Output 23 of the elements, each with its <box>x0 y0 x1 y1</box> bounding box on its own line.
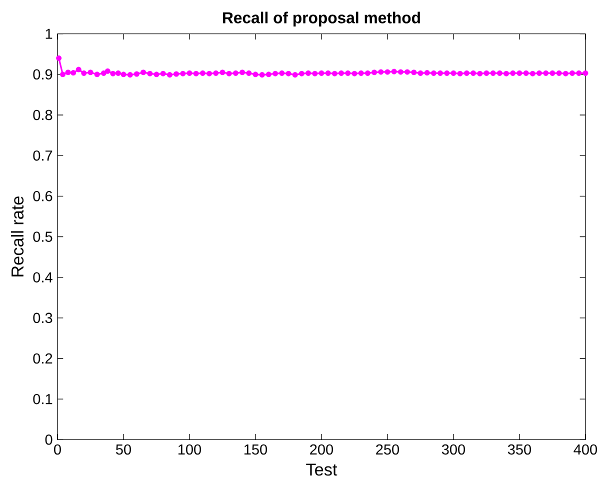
y-tick-label: 0.6 <box>33 191 52 202</box>
y-tick-label: 1 <box>46 28 52 39</box>
y-tick-label: 0.2 <box>33 353 52 364</box>
y-tick-label: 0.5 <box>33 232 52 242</box>
x-tick-label: 150 <box>244 444 268 455</box>
y-axis-title: Recall rate <box>10 196 24 276</box>
x-tick-label: 350 <box>508 444 532 455</box>
x-tick-label: 50 <box>116 444 131 455</box>
y-tick-label: 0.3 <box>33 312 52 324</box>
y-tick-label: 0.4 <box>33 272 52 282</box>
y-tick-label: 0.1 <box>33 394 52 404</box>
chart-title: Recall of proposal method <box>223 12 420 26</box>
y-tick-label: 0.9 <box>33 69 52 80</box>
y-tick-label: 0.8 <box>33 110 52 120</box>
x-tick-label: 300 <box>442 444 466 455</box>
x-axis-title: Test <box>306 464 338 476</box>
x-tick-label: 250 <box>376 444 400 455</box>
y-tick-label: 0.7 <box>33 150 52 161</box>
x-tick-label: 200 <box>310 444 334 455</box>
x-tick-label: 400 <box>574 444 598 455</box>
x-tick-label: 100 <box>178 444 202 455</box>
y-tick-label: 0 <box>45 434 52 445</box>
x-tick-label: 0 <box>54 444 61 455</box>
